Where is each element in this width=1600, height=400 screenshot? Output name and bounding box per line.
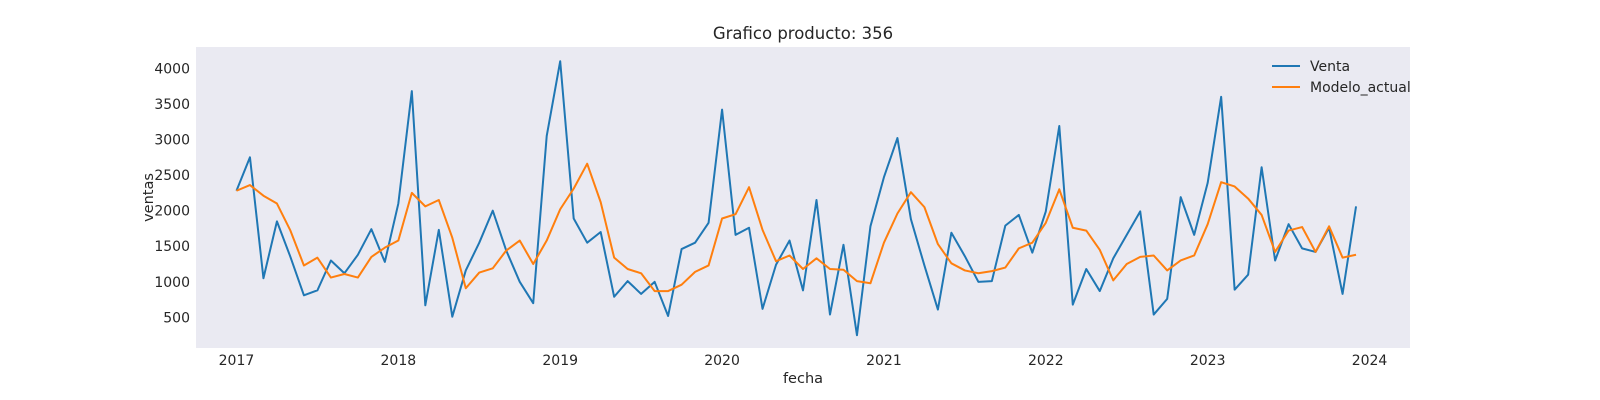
legend-label: Modelo_actual <box>1310 80 1411 96</box>
y-tick-label: 2500 <box>154 168 190 184</box>
x-tick-label: 2022 <box>1028 353 1064 369</box>
x-tick-label: 2020 <box>704 353 740 369</box>
series-line-venta <box>235 60 1358 337</box>
series-line-modelo-actual <box>236 162 1357 293</box>
x-tick-label: 2021 <box>866 353 902 369</box>
y-tick-label: 3500 <box>154 97 190 113</box>
y-tick-label: 500 <box>163 310 190 326</box>
y-axis-ticks: 500 1000 1500 2000 2500 3000 3500 4000 <box>154 61 190 326</box>
y-axis-title: ventas <box>141 173 157 222</box>
y-tick-label: 3000 <box>154 133 190 149</box>
x-tick-label: 2019 <box>542 353 578 369</box>
y-tick-label: 1000 <box>154 275 190 291</box>
legend-label: Venta <box>1310 59 1350 75</box>
x-axis-ticks: 2017 2018 2019 2020 2021 2022 2023 2024 <box>219 353 1388 369</box>
legend: Venta Modelo_actual <box>1272 59 1411 96</box>
x-tick-label: 2024 <box>1352 353 1388 369</box>
series-lines <box>235 60 1358 337</box>
y-tick-label: 4000 <box>154 61 190 77</box>
x-tick-label: 2017 <box>219 353 255 369</box>
x-axis-title: fecha <box>783 371 823 387</box>
x-tick-label: 2023 <box>1190 353 1226 369</box>
y-tick-label: 2000 <box>154 204 190 220</box>
x-tick-label: 2018 <box>381 353 417 369</box>
y-tick-label: 1500 <box>154 239 190 255</box>
chart-title: Grafico producto: 356 <box>713 24 893 43</box>
